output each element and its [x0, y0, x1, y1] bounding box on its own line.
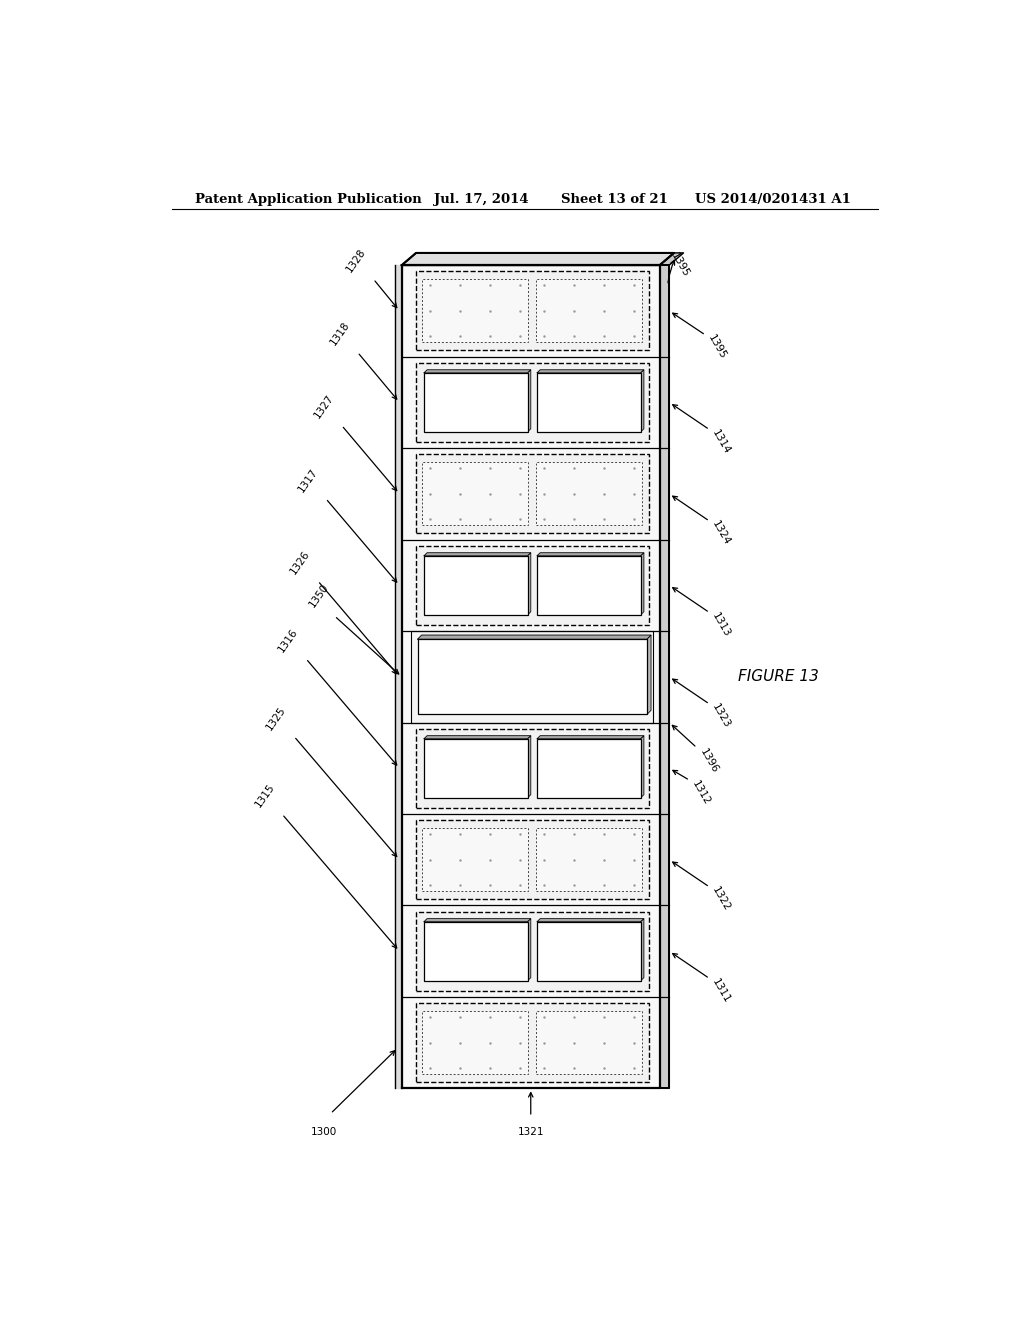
Text: 1395: 1395	[669, 251, 690, 279]
Bar	[416, 545, 648, 624]
Bar	[537, 828, 642, 891]
Polygon shape	[538, 370, 644, 372]
Text: 1396: 1396	[698, 747, 720, 775]
Bar	[541, 735, 644, 795]
Polygon shape	[424, 919, 530, 921]
Polygon shape	[641, 919, 644, 981]
Bar	[416, 1003, 648, 1082]
Bar	[424, 372, 527, 432]
Bar	[538, 739, 641, 797]
Bar	[541, 919, 644, 978]
Bar	[401, 265, 659, 1089]
Bar	[538, 921, 641, 981]
Bar	[537, 280, 642, 342]
Text: 1311: 1311	[710, 977, 732, 1005]
Bar	[416, 820, 648, 899]
Text: 1324: 1324	[710, 520, 732, 548]
Bar	[416, 729, 648, 808]
Polygon shape	[424, 553, 530, 556]
Text: US 2014/0201431 A1: US 2014/0201431 A1	[695, 193, 851, 206]
Text: 1350: 1350	[307, 582, 330, 609]
Bar	[427, 553, 530, 611]
Polygon shape	[538, 919, 644, 921]
Text: Patent Application Publication: Patent Application Publication	[196, 193, 422, 206]
Text: 1315: 1315	[253, 781, 276, 809]
Polygon shape	[418, 635, 651, 639]
Bar	[418, 639, 647, 714]
Polygon shape	[527, 919, 530, 981]
Bar	[424, 556, 527, 615]
Bar	[427, 919, 530, 978]
Polygon shape	[647, 635, 651, 714]
Bar	[422, 635, 651, 710]
Bar	[412, 631, 653, 722]
Text: 1321: 1321	[517, 1127, 544, 1137]
Bar	[423, 828, 528, 891]
Text: 1323: 1323	[710, 702, 732, 730]
Bar	[537, 462, 642, 525]
Polygon shape	[641, 553, 644, 615]
Bar	[538, 372, 641, 432]
Polygon shape	[401, 253, 674, 265]
Polygon shape	[641, 735, 644, 797]
Bar	[416, 912, 648, 991]
Text: 1314: 1314	[710, 428, 732, 455]
Polygon shape	[424, 735, 530, 739]
Text: 1300: 1300	[310, 1127, 337, 1137]
Text: 1313: 1313	[710, 611, 732, 639]
Polygon shape	[527, 370, 530, 432]
Polygon shape	[538, 553, 644, 556]
Text: Jul. 17, 2014: Jul. 17, 2014	[433, 193, 528, 206]
Polygon shape	[659, 253, 684, 265]
Polygon shape	[659, 265, 670, 1089]
Text: FIGURE 13: FIGURE 13	[738, 669, 819, 684]
Bar	[423, 462, 528, 525]
Text: 1326: 1326	[289, 549, 312, 576]
Bar	[541, 553, 644, 611]
Polygon shape	[527, 735, 530, 797]
Bar	[416, 454, 648, 533]
Text: 1316: 1316	[276, 627, 300, 653]
Polygon shape	[641, 370, 644, 432]
Bar	[424, 921, 527, 981]
Bar	[537, 1011, 642, 1074]
Text: 1327: 1327	[312, 393, 336, 421]
Polygon shape	[395, 265, 401, 1089]
Bar	[427, 370, 530, 429]
Bar	[538, 556, 641, 615]
Text: 1328: 1328	[344, 247, 368, 275]
Bar	[541, 370, 644, 429]
Bar	[423, 280, 528, 342]
Polygon shape	[527, 553, 530, 615]
Bar	[416, 363, 648, 442]
Polygon shape	[538, 735, 644, 739]
Text: 1312: 1312	[690, 779, 712, 807]
Bar	[416, 271, 648, 351]
Text: Sheet 13 of 21: Sheet 13 of 21	[560, 193, 668, 206]
Bar	[423, 1011, 528, 1074]
Text: 1318: 1318	[329, 319, 351, 347]
Bar	[424, 739, 527, 797]
Text: 1395: 1395	[706, 334, 728, 362]
Bar	[427, 735, 530, 795]
Text: 1322: 1322	[710, 886, 732, 913]
Text: 1317: 1317	[297, 466, 319, 494]
Polygon shape	[424, 370, 530, 372]
Text: 1325: 1325	[265, 704, 288, 731]
